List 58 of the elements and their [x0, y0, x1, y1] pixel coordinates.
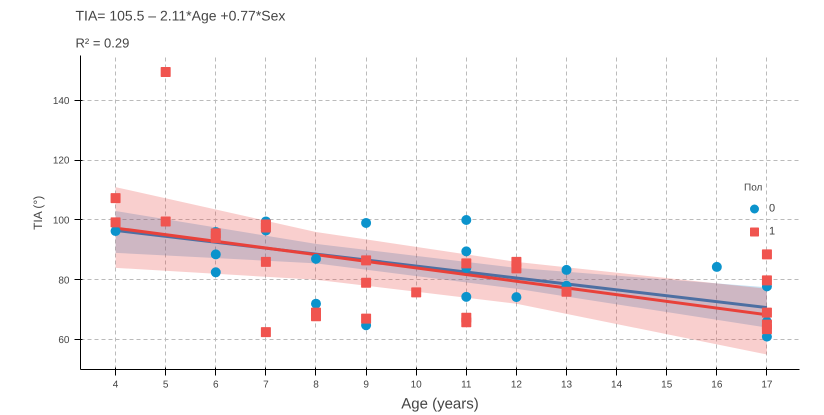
point: [361, 218, 372, 228]
x-tick-label: 4: [112, 380, 119, 390]
x-tick-label: 14: [611, 380, 623, 390]
x-tick-label: 9: [363, 380, 370, 390]
point: [110, 226, 121, 236]
point: [562, 264, 572, 275]
point: [762, 308, 772, 318]
x-tick-label: 5: [162, 380, 169, 390]
point: [762, 275, 772, 286]
y-tick-label: 100: [52, 215, 70, 226]
x-tick-label: 8: [313, 380, 320, 390]
point: [260, 222, 271, 232]
point: [511, 263, 522, 274]
chart-subtitle: R² = 0.29: [76, 36, 130, 50]
point: [160, 216, 171, 226]
point: [260, 256, 271, 267]
point: [160, 66, 171, 77]
x-tick-label: 15: [661, 380, 673, 390]
x-axis-title: Age (years): [401, 396, 479, 412]
x-tick-label: 6: [213, 380, 219, 390]
point: [361, 255, 372, 266]
point: [210, 232, 221, 243]
point: [461, 317, 472, 328]
point: [411, 287, 422, 298]
x-tick-label: 13: [560, 380, 573, 390]
x-tick-label: 7: [263, 380, 270, 390]
point: [210, 249, 221, 260]
point: [762, 249, 772, 260]
point: [511, 292, 522, 302]
x-tick-label: 12: [510, 380, 522, 390]
point: [260, 327, 271, 338]
point: [361, 314, 372, 324]
point: [461, 214, 472, 225]
point: [310, 254, 321, 264]
point: [210, 267, 221, 278]
chart-title: TIA= 105.5 – 2.11*Age +0.77*Sex: [76, 8, 286, 24]
point: [461, 292, 472, 302]
legend-label: 0: [769, 202, 776, 214]
point: [712, 262, 722, 272]
point: [361, 278, 372, 288]
x-tick-label: 16: [711, 380, 723, 390]
y-tick-label: 80: [58, 275, 70, 286]
x-tick-label: 10: [410, 380, 422, 390]
point: [762, 324, 772, 334]
point: [310, 298, 321, 309]
point: [562, 286, 572, 297]
x-tick-label: 11: [461, 380, 472, 390]
point: [110, 193, 121, 204]
y-tick-label: 140: [52, 96, 70, 107]
legend-title: Пол: [744, 182, 764, 194]
point: [461, 246, 472, 256]
y-tick-label: 60: [58, 335, 70, 346]
x-tick-label: 17: [761, 380, 773, 390]
y-axis-title: TIA (°): [30, 196, 45, 230]
point: [461, 258, 472, 268]
legend-label: 1: [769, 226, 776, 238]
point: [110, 217, 121, 228]
y-tick-label: 120: [52, 156, 70, 167]
